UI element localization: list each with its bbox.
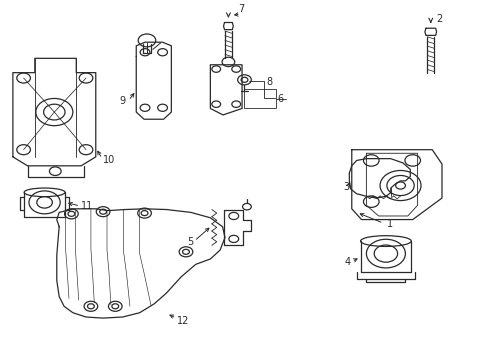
Text: 4: 4 (344, 257, 350, 267)
Text: 5: 5 (187, 237, 193, 247)
Text: 8: 8 (266, 77, 272, 87)
Text: 1: 1 (386, 219, 392, 229)
Text: 10: 10 (103, 156, 115, 166)
Text: 11: 11 (81, 201, 93, 211)
Text: 3: 3 (343, 181, 348, 192)
Text: 7: 7 (238, 4, 244, 14)
Text: 12: 12 (177, 316, 189, 325)
Text: 2: 2 (435, 14, 442, 24)
Bar (244, 89, 276, 108)
Text: 9: 9 (119, 96, 125, 106)
Text: 6: 6 (277, 94, 283, 104)
